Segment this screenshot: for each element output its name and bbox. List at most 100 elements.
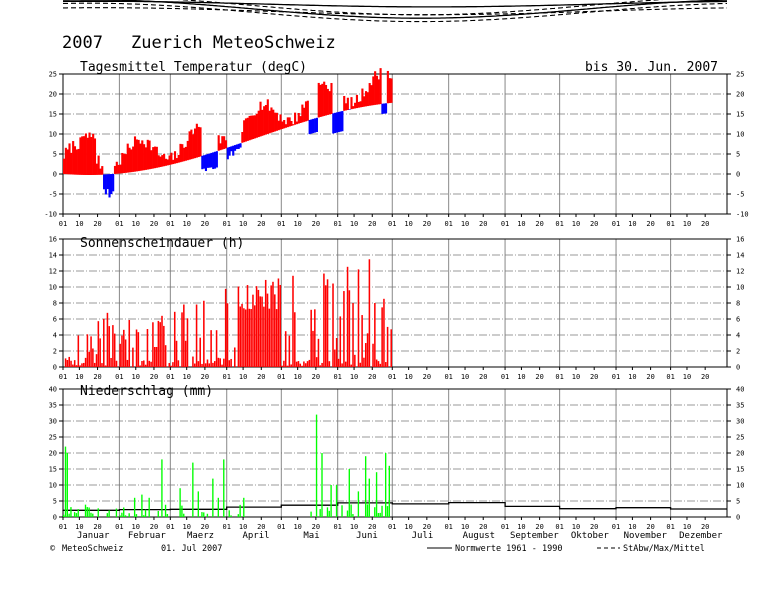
panel-title: Sonnenscheindauer (h) <box>80 236 244 251</box>
precipitation-bar <box>239 504 241 517</box>
sunshine-bar <box>137 332 140 367</box>
precipitation-bar <box>230 515 232 517</box>
sunshine-bar <box>334 349 336 367</box>
temperature-bars <box>63 68 393 198</box>
temperature-bar-cold <box>213 151 217 169</box>
precipitation-bar <box>321 453 323 517</box>
sunshine-bar <box>243 308 245 367</box>
sunshine-bar <box>379 363 382 367</box>
ytick-label-right: 30 <box>736 418 744 426</box>
temperature-bar-cold <box>234 145 237 151</box>
footer: © MeteoSchweiz 01. Jul 2007 Normwerte 19… <box>50 544 705 554</box>
sunshine-bar <box>264 279 267 367</box>
temperature-bar-warm <box>386 70 389 104</box>
temperature-bar-warm <box>95 163 98 175</box>
temperature-bar-cold <box>206 154 209 168</box>
temperature-bar-warm <box>252 115 255 139</box>
precipitation-bar <box>328 510 330 517</box>
xtick-label: 10 <box>628 373 636 381</box>
xtick-label: 20 <box>701 373 709 381</box>
sunshine-bar <box>237 286 240 367</box>
sunshine-bar <box>375 359 378 367</box>
precipitation-bar <box>161 459 163 517</box>
precipitation-bar <box>243 497 245 517</box>
xtick-label: 01 <box>444 373 452 381</box>
precipitation-bar <box>133 497 136 517</box>
ytick-label-right: -10 <box>736 211 749 219</box>
ytick-label-right: 5 <box>736 498 740 506</box>
sunshine-bar <box>270 285 272 367</box>
ytick-label-right: 8 <box>736 300 740 308</box>
precipitation-bar <box>164 504 167 517</box>
precipitation-bar <box>92 513 94 517</box>
temperature-bar-cold <box>339 111 342 132</box>
temperature-bar-cold <box>341 111 344 132</box>
temperature-bar-cold <box>348 109 351 110</box>
ytick-label-right: 20 <box>736 91 744 99</box>
month-label: November <box>624 531 668 541</box>
temperature-bar-warm <box>295 121 298 125</box>
temperature-bar-warm <box>301 104 304 123</box>
footer-date: 01. Jul 2007 <box>161 544 222 554</box>
precipitation-bar <box>228 510 230 517</box>
precipitation-bar <box>75 513 78 517</box>
xtick-label: 10 <box>132 373 140 381</box>
temperature-bar-warm <box>197 126 200 158</box>
panel-title: Tagesmittel Temperatur (degC) <box>80 60 307 75</box>
temperature-bar-warm <box>261 109 264 136</box>
ytick-label-left: 12 <box>49 268 57 276</box>
temperature-bar-cold <box>230 146 233 152</box>
temperature-bar-warm <box>290 121 293 126</box>
xtick-label: 01 <box>555 373 563 381</box>
temperature-bar-warm <box>324 84 328 116</box>
chart-station: Zuerich MeteoSchweiz <box>131 33 336 53</box>
temperature-bar-warm <box>281 121 284 129</box>
sunshine-bar <box>155 346 158 367</box>
ytick-label-left: 20 <box>49 450 57 458</box>
temperature-bar-warm <box>170 152 173 165</box>
xtick-label: 20 <box>535 523 543 531</box>
temperature-bar-warm <box>83 136 86 175</box>
plot-frame <box>62 73 728 215</box>
xtick-labels: 01 10 20 01 10 20 01 10 20 01 10 20 01 10 20 01 10 20 01 10… <box>59 367 709 381</box>
temperature-bar-cold <box>208 153 211 168</box>
xtick-label: 20 <box>701 523 709 531</box>
sunshine-bar <box>148 360 151 367</box>
xtick-label: 10 <box>350 373 358 381</box>
sunshine-bar <box>163 325 165 367</box>
sunshine-bar <box>239 306 242 367</box>
xtick-label: 01 <box>388 523 396 531</box>
temperature-bar-warm <box>379 68 382 105</box>
xtick-label: 10 <box>572 523 580 531</box>
temperature-bar-warm <box>143 144 146 171</box>
temperature-bar-warm <box>359 101 362 108</box>
temperature-bar-warm <box>99 168 102 175</box>
xtick-label: 10 <box>132 523 140 531</box>
temperature-bar-warm <box>283 120 286 129</box>
sunshine-bar <box>197 361 200 367</box>
xtick-label: 10 <box>461 373 469 381</box>
sunshine-bar <box>144 364 147 367</box>
temperature-bar-warm <box>268 110 271 134</box>
precipitation-bar <box>377 513 380 517</box>
xtick-label: 20 <box>93 523 101 531</box>
temperature-bar-warm <box>323 81 326 116</box>
ytick-label-right: 10 <box>736 482 744 490</box>
precipitation-bar <box>335 485 338 517</box>
sunshine-bar <box>75 365 78 367</box>
xtick-label: 01 <box>166 373 174 381</box>
temperature-bar-warm <box>372 76 375 106</box>
xtick-label: 10 <box>350 220 358 228</box>
sunshine-bar <box>108 326 111 367</box>
temperature-bar-warm <box>299 116 302 123</box>
precipitation-bar <box>86 507 89 517</box>
sunshine-bar <box>83 362 85 367</box>
precipitation-bar <box>375 472 378 517</box>
sunshine-bar <box>219 358 221 367</box>
sunshine-bar <box>250 309 252 367</box>
xtick-label: 20 <box>423 523 431 531</box>
value-gridlines: 0 0 5 5 10 10 15 15 20 20 25 25 30 30 35 35 40 40 <box>49 386 745 522</box>
temperature-bar-warm <box>277 120 280 131</box>
xtick-label: 20 <box>368 373 376 381</box>
panel-title: Niederschlag (mm) <box>80 384 213 399</box>
